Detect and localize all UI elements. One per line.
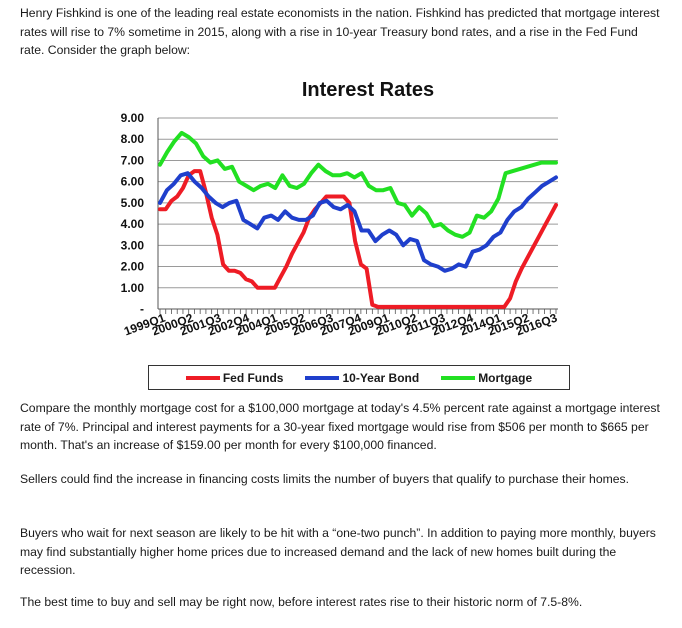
y-tick-label: 6.00 xyxy=(121,175,145,189)
interest-rates-chart: Interest Rates - 1.00 2.00 3.00 4.00 5.00 6.00 7… xyxy=(100,70,600,400)
chart-canvas: Interest Rates - 1.00 2.00 3.00 4.00 5.00 6.00 7… xyxy=(121,79,560,338)
best-time-paragraph: The best time to buy and sell may be rig… xyxy=(20,595,583,609)
legend-label: 10-Year Bond xyxy=(342,370,420,385)
y-tick-label: 4.00 xyxy=(121,217,145,231)
legend-item: 10-Year Bond xyxy=(305,371,419,385)
legend-item: Fed Funds xyxy=(185,370,284,385)
y-tick-label: 2.00 xyxy=(121,260,145,274)
intro-paragraph: Henry Fishkind is one of the leading rea… xyxy=(20,6,660,57)
y-tick-label: 8.00 xyxy=(121,132,145,146)
buyers-paragraph: Buyers who wait for next season are like… xyxy=(20,526,656,577)
y-tick-label: 5.00 xyxy=(121,196,145,210)
compare-paragraph: Compare the monthly mortgage cost for a … xyxy=(20,401,660,452)
chart-title: Interest Rates xyxy=(302,79,434,101)
legend-swatch xyxy=(441,375,476,380)
series-line-10-year-bond xyxy=(158,171,558,273)
legend-item: Mortgage xyxy=(441,371,532,385)
y-tick-label: 3.00 xyxy=(121,238,145,252)
chart-legend: Fed Funds 10-Year Bond Mortgage xyxy=(148,365,570,390)
legend-label: Fed Funds xyxy=(222,370,284,385)
y-tick-label: - xyxy=(140,302,144,316)
legend-swatch xyxy=(185,375,220,380)
y-tick-label: 9.00 xyxy=(121,111,145,125)
series-line-fed-funds xyxy=(158,169,558,309)
legend-label: Mortgage xyxy=(478,370,533,385)
y-tick-label: 7.00 xyxy=(121,153,145,167)
series-line-mortgage xyxy=(158,130,558,239)
y-tick-label: 1.00 xyxy=(121,281,145,295)
sellers-paragraph: Sellers could find the increase in finan… xyxy=(20,472,630,486)
legend-swatch xyxy=(305,375,340,380)
